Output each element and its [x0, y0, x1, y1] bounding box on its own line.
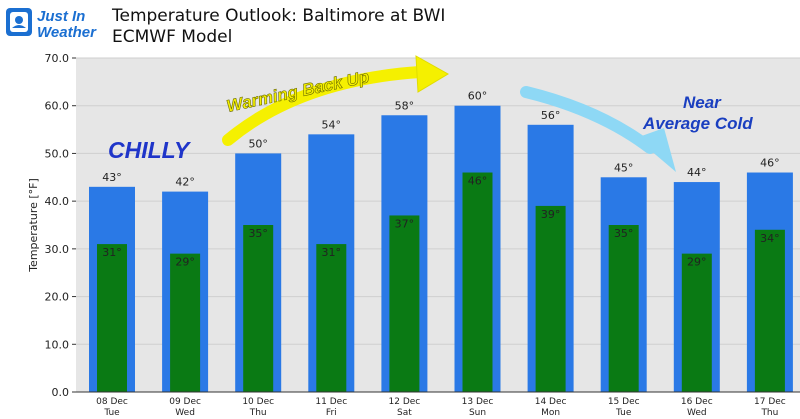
chart-title: Temperature Outlook: Baltimore at BWI EC…	[112, 6, 445, 48]
y-tick-label: 30.0	[45, 243, 70, 256]
x-tick-weekday: Thu	[249, 408, 267, 418]
cold-arrowhead-icon	[636, 128, 676, 172]
low-temp-bar	[243, 225, 274, 392]
high-temp-label: 50°	[248, 137, 268, 150]
low-temp-bar	[754, 229, 785, 392]
high-temp-label: 54°	[322, 118, 342, 131]
x-tick-weekday: Fri	[326, 408, 337, 418]
x-tick-date: 17 Dec	[754, 397, 786, 407]
high-temp-label: 43°	[102, 171, 122, 184]
low-temp-label: 37°	[395, 217, 415, 230]
low-temp-bar	[608, 225, 639, 392]
x-tick-date: 13 Dec	[462, 397, 494, 407]
y-tick-label: 40.0	[45, 195, 70, 208]
y-tick-label: 60.0	[45, 100, 70, 113]
y-tick-label: 20.0	[45, 291, 70, 304]
logo-line1: Just In	[37, 8, 86, 25]
high-temp-label: 58°	[395, 99, 415, 112]
high-temp-label: 60°	[468, 90, 488, 103]
x-tick-weekday: Thu	[760, 408, 778, 418]
y-tick-label: 50.0	[45, 147, 70, 160]
warming-arrowhead-icon	[415, 55, 449, 93]
y-axis-label: Temperature [°F]	[27, 178, 40, 273]
low-temp-label: 35°	[248, 227, 268, 240]
low-temp-label: 29°	[687, 256, 707, 269]
low-temp-label: 31°	[322, 246, 342, 259]
title-line2: ECMWF Model	[112, 27, 233, 47]
x-tick-weekday: Mon	[541, 408, 560, 418]
low-temp-bar	[389, 215, 420, 392]
x-tick-date: 14 Dec	[535, 397, 567, 407]
x-tick-weekday: Tue	[615, 408, 632, 418]
low-temp-bar	[97, 244, 127, 392]
low-temp-label: 34°	[760, 232, 780, 245]
x-tick-date: 10 Dec	[242, 397, 274, 407]
y-axis-ticks: 0.0 10.0 20.0 30.0 40.0 50.0 60.0 70.0	[45, 52, 76, 399]
x-tick-weekday: Wed	[175, 408, 195, 418]
high-temp-label: 56°	[541, 109, 561, 122]
warming-arrow-icon	[222, 66, 426, 146]
x-tick-date: 08 Dec	[96, 397, 128, 407]
x-tick-date: 15 Dec	[608, 397, 640, 407]
high-temp-label: 42°	[175, 176, 195, 189]
low-temp-bar	[535, 205, 566, 392]
y-tick-label: 10.0	[45, 338, 70, 351]
low-temp-bar	[316, 244, 347, 392]
low-temp-label: 35°	[614, 227, 634, 240]
x-tick-date: 09 Dec	[169, 397, 201, 407]
average-cold-label: Average Cold	[642, 114, 753, 133]
x-tick-weekday: Tue	[103, 408, 120, 418]
low-temp-label: 31°	[102, 246, 122, 259]
x-tick-weekday: Sun	[469, 408, 486, 418]
low-temp-bar	[462, 172, 493, 392]
y-tick-label: 70.0	[45, 52, 70, 65]
bars: 43° 31° 42° 29° 50° 35° 54° 31° 58° 37° 60° 46° 56° 3…	[89, 90, 793, 393]
title-line1: Temperature Outlook: Baltimore at BWI	[112, 6, 446, 26]
high-temp-label: 45°	[614, 161, 634, 174]
high-temp-label: 44°	[687, 166, 707, 179]
x-tick-weekday: Wed	[687, 408, 707, 418]
x-tick-date: 16 Dec	[681, 397, 713, 407]
low-temp-label: 39°	[541, 208, 561, 221]
low-temp-label: 29°	[175, 256, 195, 269]
chilly-label: CHILLY	[108, 137, 192, 163]
x-tick-date: 12 Dec	[389, 397, 421, 407]
y-tick-label: 0.0	[52, 386, 70, 399]
x-tick-weekday: Sat	[397, 408, 412, 418]
low-temp-bar	[681, 253, 712, 392]
low-temp-label: 46°	[468, 175, 488, 188]
x-tick-date: 11 Dec	[315, 397, 347, 407]
near-label: Near	[683, 93, 722, 112]
logo-line2: Weather	[37, 24, 96, 41]
low-temp-bar	[170, 253, 201, 392]
weather-logo-icon	[6, 8, 32, 36]
high-temp-label: 46°	[760, 157, 780, 170]
just-in-weather-logo: Just In Weather	[0, 0, 110, 48]
